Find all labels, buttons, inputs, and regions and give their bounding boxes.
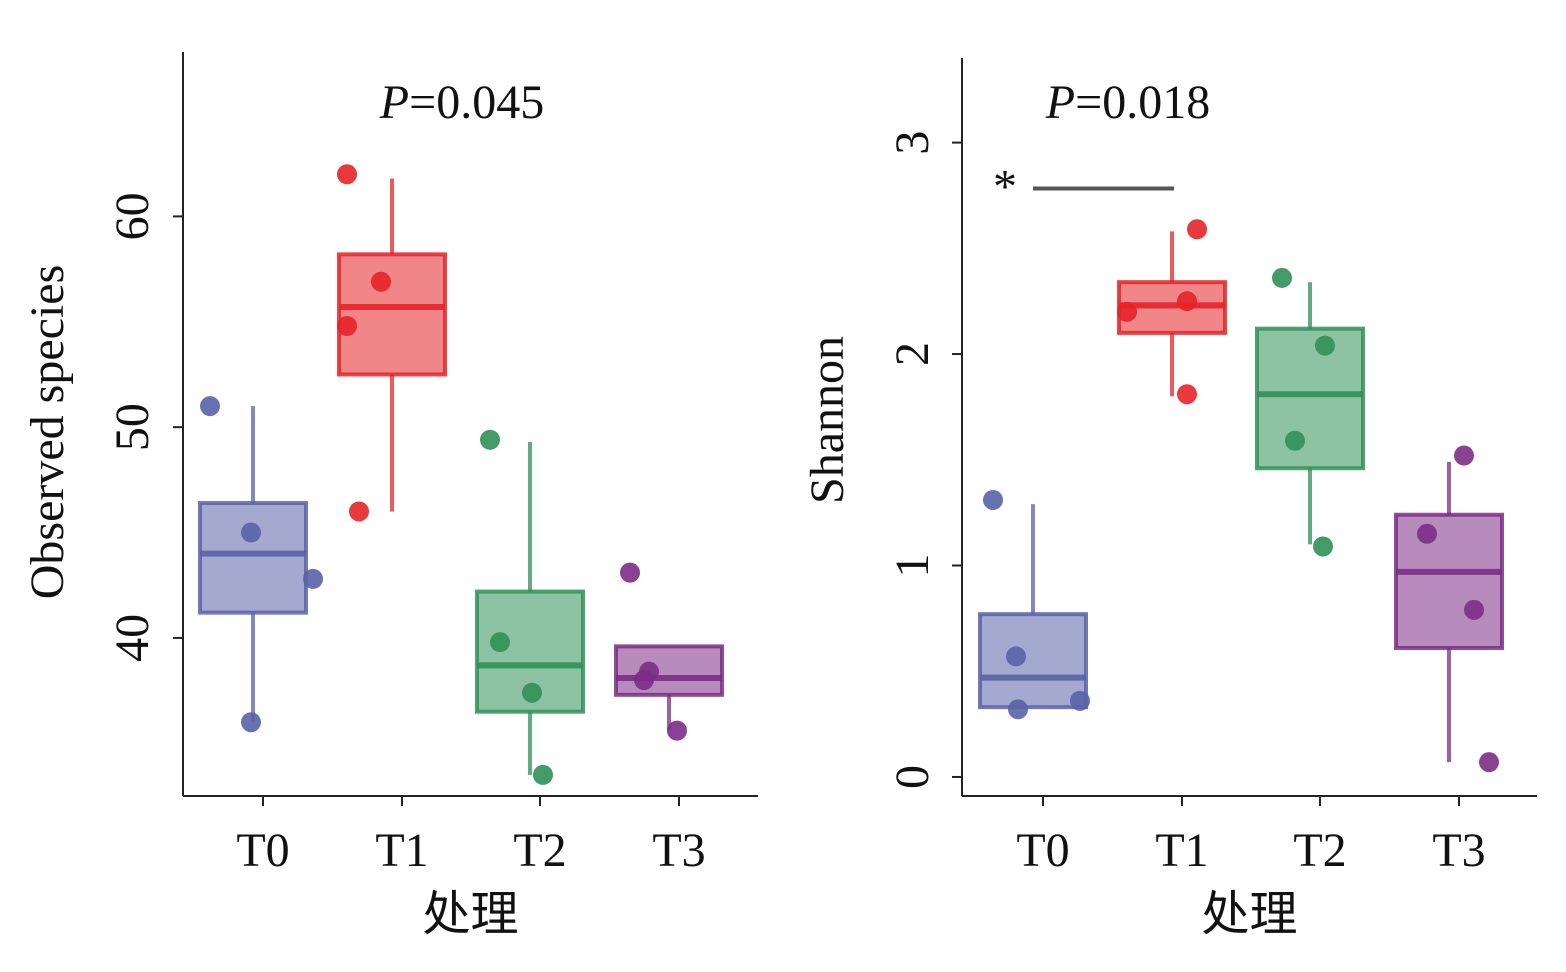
- box-body: [1394, 512, 1504, 650]
- x-tick-label: T0: [1016, 824, 1069, 877]
- data-point: [303, 568, 323, 589]
- x-tick-label: T3: [652, 824, 705, 877]
- p-value-annotation: P=0.045: [379, 76, 544, 129]
- x-axis-title: 处理: [1201, 888, 1297, 941]
- data-point: [490, 632, 510, 653]
- box-T2: [1255, 267, 1365, 557]
- x-tick-label: T2: [1293, 824, 1346, 877]
- p-value-annotation: P=0.018: [1045, 76, 1210, 129]
- p-value-number: =0.045: [409, 76, 544, 129]
- y-tick-label: 3: [886, 131, 939, 155]
- y-tick-label: 2: [886, 342, 939, 366]
- x-tick-label: T2: [513, 824, 566, 877]
- box-T2: [475, 429, 585, 785]
- data-point: [1285, 430, 1305, 451]
- data-point: [667, 720, 687, 741]
- data-point: [349, 501, 369, 522]
- data-point: [241, 522, 261, 543]
- box-body: [614, 644, 724, 697]
- box-T1: [1117, 219, 1227, 405]
- data-point: [1177, 384, 1197, 405]
- data-point: [522, 682, 542, 703]
- p-value-symbol: P: [379, 76, 409, 129]
- data-point: [1417, 523, 1437, 544]
- x-axis-title: 处理: [422, 888, 518, 941]
- data-point: [1479, 752, 1499, 773]
- box-body: [978, 612, 1088, 710]
- p-value-symbol: P: [1045, 76, 1075, 129]
- box-body: [198, 501, 308, 615]
- data-point: [1272, 267, 1292, 288]
- data-point: [200, 396, 220, 417]
- data-point: [1008, 699, 1028, 720]
- y-tick-label: 0: [886, 765, 939, 789]
- data-point: [983, 489, 1003, 510]
- data-point: [1006, 646, 1026, 667]
- x-tick-label: T0: [236, 824, 289, 877]
- box-T0: [198, 396, 323, 733]
- box-body: [337, 252, 447, 377]
- y-axis-title: Observed species: [21, 265, 74, 600]
- data-point: [634, 670, 654, 691]
- y-tick-label: 1: [886, 554, 939, 578]
- data-point: [1117, 301, 1137, 322]
- x-tick-label: T1: [1155, 824, 1208, 877]
- data-point: [1315, 335, 1335, 356]
- box-T0: [978, 489, 1090, 720]
- y-tick-label: 40: [106, 614, 159, 662]
- data-point: [1177, 291, 1197, 312]
- box-body: [1255, 326, 1365, 471]
- x-tick-label: T3: [1432, 824, 1485, 877]
- data-point: [1454, 445, 1474, 466]
- data-point: [1070, 690, 1090, 711]
- data-point: [480, 429, 500, 450]
- data-point: [337, 164, 357, 185]
- box-T1: [337, 164, 447, 522]
- data-point: [337, 315, 357, 336]
- data-point: [1187, 219, 1207, 240]
- significance-star: *: [993, 161, 1017, 214]
- y-tick-label: 50: [106, 403, 159, 451]
- y-axis-title: Shannon: [801, 336, 854, 504]
- data-point: [371, 271, 391, 292]
- x-tick-label: T1: [375, 824, 428, 877]
- observed-species-panel: 40 50 60 T0 T1 T2 T3 处理 Observed species P=0.045: [21, 52, 758, 941]
- box-T3: [614, 562, 724, 741]
- data-point: [241, 712, 261, 733]
- data-point: [1313, 536, 1333, 557]
- data-point: [620, 562, 640, 583]
- shannon-panel: 0 1 2 3 T0 T1 T2 T3 处理 Shannon P=0.018 *: [801, 58, 1537, 941]
- y-tick-label: 60: [106, 192, 159, 240]
- data-point: [1464, 599, 1484, 620]
- p-value-number: =0.018: [1075, 76, 1210, 129]
- data-point: [533, 764, 553, 785]
- box-T3: [1394, 445, 1504, 773]
